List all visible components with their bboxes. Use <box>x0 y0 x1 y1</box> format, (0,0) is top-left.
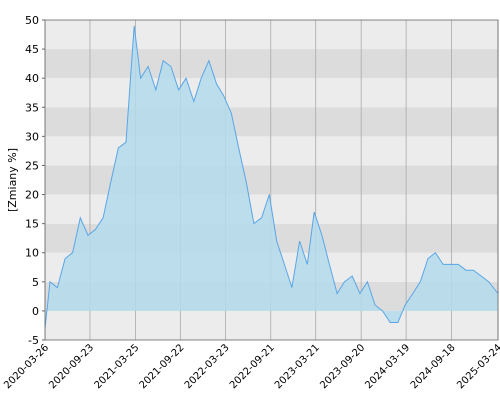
y-tick-label: 50 <box>25 14 39 27</box>
x-tick-label: 2020-03-26 <box>2 342 51 391</box>
plot-frame <box>44 19 499 341</box>
y-tick-label: 30 <box>25 130 39 143</box>
x-tick-label: 2022-03-23 <box>183 342 232 391</box>
y-tick-label: -5 <box>28 334 39 347</box>
x-tick-label: 2022-09-21 <box>228 342 277 391</box>
grid-band <box>45 107 498 137</box>
line <box>44 25 499 329</box>
y-tick-label: 10 <box>25 247 39 260</box>
x-tick-label: 2021-09-22 <box>138 342 187 391</box>
y-tick-label: 40 <box>25 72 39 85</box>
x-tick-label: 2021-03-25 <box>93 342 142 391</box>
x-tick-label: 2023-03-21 <box>273 342 322 391</box>
x-tick-label: 2023-09-20 <box>318 342 367 391</box>
y-tick-label: 15 <box>25 218 39 231</box>
y-tick-label: 35 <box>25 101 39 114</box>
grid-band <box>45 78 498 108</box>
grid-band <box>45 49 498 79</box>
x-tick-label: 2024-09-18 <box>409 342 458 391</box>
x-tick-label: 2024-03-19 <box>363 342 412 391</box>
y-tick-label: 45 <box>25 43 39 56</box>
y-axis-label: [Zmiany %] <box>6 148 19 212</box>
y-tick-label: 20 <box>25 189 39 202</box>
y-tick-label: 5 <box>32 276 39 289</box>
y-tick-label: 25 <box>25 159 39 172</box>
grid-band <box>45 20 498 50</box>
area <box>45 25 498 329</box>
x-tick-label: 2020-09-23 <box>47 342 96 391</box>
x-tick-label: 2025-03-24 <box>455 342 500 391</box>
grid-band <box>45 136 498 166</box>
y-tick-label: 0 <box>32 305 39 318</box>
grid-band <box>45 310 498 340</box>
